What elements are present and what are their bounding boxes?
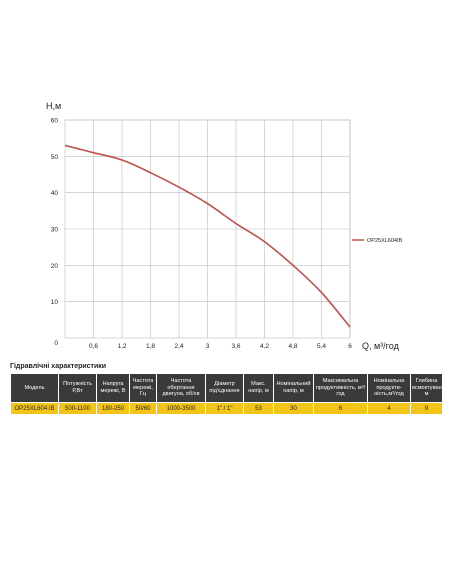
legend: OP25XL604IB	[352, 238, 402, 244]
header-voltage: Напруга мережі, В	[96, 373, 130, 403]
axis-ticks: 0,6 1,2 1,8 2,4 3 3,6 4,2 4,8 5,4 6 10 20 30 40 50 60 0	[51, 118, 352, 351]
x-tick-label: 2,4	[174, 343, 183, 350]
x-tick-label: 3,6	[231, 343, 240, 350]
header-nominal-head: Номінальний напір, м	[273, 373, 314, 403]
header-model: Модель	[10, 373, 59, 403]
cell-connection: 1" / 1"	[205, 402, 244, 415]
x-tick-label: 4,2	[260, 343, 269, 350]
header-max-head: Макс. напір, м	[243, 373, 274, 403]
cell-nominal-flow: 4	[367, 402, 411, 415]
legend-label: OP25XL604IB	[367, 238, 402, 244]
y-tick-label: 50	[51, 154, 59, 161]
header-rpm: Частота обертання двигуна, об/хв	[156, 373, 206, 403]
header-nominal-flow: Номінальна продукти-ність,м³/год	[367, 373, 411, 403]
cell-max-head: 53	[243, 402, 274, 415]
table-title: Гідравлічні характеристики	[10, 363, 107, 370]
header-power: Потужність Р,Вт	[58, 373, 97, 403]
cell-rpm: 1000-3500	[156, 402, 206, 415]
header-max-flow: Максимальна продуктивність, м³/год	[313, 373, 368, 403]
pump-curve-chart: 0,6 1,2 1,8 2,4 3 3,6 4,2 4,8 5,4 61020304050600 …	[46, 101, 402, 351]
header-suction-depth: Глибина всмоктування, м	[410, 373, 449, 403]
origin-label: 0	[54, 340, 58, 347]
series-line-0	[64, 144, 351, 328]
table-row: OP25XL604 IB 500-1100 180-250 50/60 1000…	[10, 402, 443, 415]
y-tick-label: 30	[51, 227, 59, 234]
chart-grid	[64, 119, 351, 339]
x-tick-label: 6	[348, 343, 352, 350]
cell-model: OP25XL604 IB	[10, 402, 59, 415]
y-tick-label: 40	[51, 190, 59, 197]
cell-power: 500-1100	[58, 402, 97, 415]
cell-nominal-head: 30	[273, 402, 314, 415]
cell-suction-depth: 9	[410, 402, 443, 415]
x-tick-label: 3	[206, 343, 210, 350]
y-tick-label: 10	[51, 299, 59, 306]
y-axis-label: H,м	[46, 101, 61, 111]
table-header-row: Модель Потужність Р,Вт Напруга мережі, В…	[10, 373, 449, 403]
y-tick-label: 60	[51, 118, 59, 125]
x-tick-label: 4,8	[288, 343, 297, 350]
x-tick-label: 0,6	[89, 343, 98, 350]
y-tick-label: 20	[51, 263, 59, 270]
series-layer	[64, 144, 351, 328]
x-tick-label: 1,8	[146, 343, 155, 350]
x-axis-label: Q, м³/год	[362, 341, 400, 351]
cell-frequency: 50/60	[129, 402, 157, 415]
header-frequency: Частота мережі, Гц	[129, 373, 157, 403]
x-tick-label: 5,4	[317, 343, 326, 350]
header-connection: Діаметр під'єднання	[205, 373, 244, 403]
cell-voltage: 180-250	[96, 402, 130, 415]
cell-max-flow: 6	[313, 402, 368, 415]
x-tick-label: 1,2	[117, 343, 126, 350]
hydraulic-specs-table: Модель Потужність Р,Вт Напруга мережі, В…	[10, 373, 449, 415]
